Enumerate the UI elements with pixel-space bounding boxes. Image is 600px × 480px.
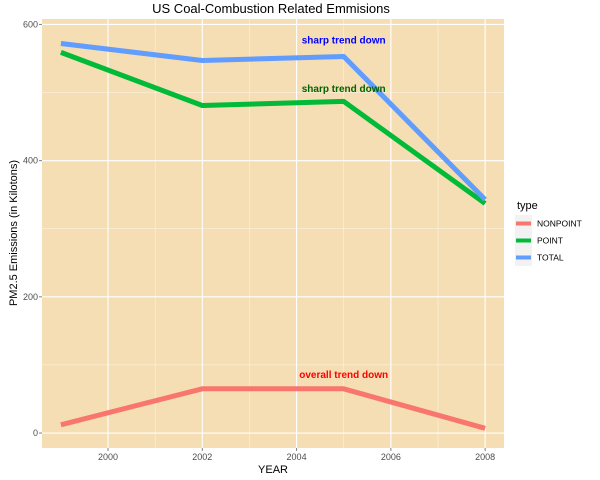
x-tick-label: 2006 [381, 452, 401, 462]
axes: 2000 2002 2004 2006 2008 0 200 400 600 [23, 19, 495, 462]
x-axis-title: YEAR [258, 464, 288, 476]
x-tick-label: 2008 [475, 452, 495, 462]
series-line-nonpoint [60, 386, 486, 431]
x-tick-label: 2004 [287, 452, 307, 462]
y-tick-label: 600 [23, 19, 38, 29]
y-tick-label: 400 [23, 156, 38, 166]
annotation-label: sharp trend down [302, 35, 386, 46]
legend-label-nonpoint: NONPOINT [537, 219, 582, 229]
series-line-total [60, 41, 487, 202]
legend-label-total: TOTAL [537, 253, 564, 263]
legend: type NONPOINT POINT TOTAL [515, 200, 582, 266]
series-lines [60, 41, 487, 431]
legend-title: type [517, 200, 538, 212]
legend-label-point: POINT [537, 236, 563, 246]
series-line-point [60, 50, 487, 206]
chart-title: US Coal-Combustion Related Emmisions [152, 1, 390, 16]
y-tick-label: 0 [33, 428, 38, 438]
plot-panel [42, 19, 504, 448]
annotation-label: sharp trend down [302, 84, 386, 95]
gridlines [42, 19, 504, 448]
x-tick-label: 2002 [192, 452, 212, 462]
annotation-label: overall trend down [299, 370, 388, 381]
annotations: sharp trend down sharp trend down overall … [299, 35, 388, 380]
y-tick-label: 200 [23, 292, 38, 302]
y-axis-title: PM2.5 Emissions (in Kilotons) [8, 160, 20, 306]
x-tick-label: 2000 [98, 452, 118, 462]
